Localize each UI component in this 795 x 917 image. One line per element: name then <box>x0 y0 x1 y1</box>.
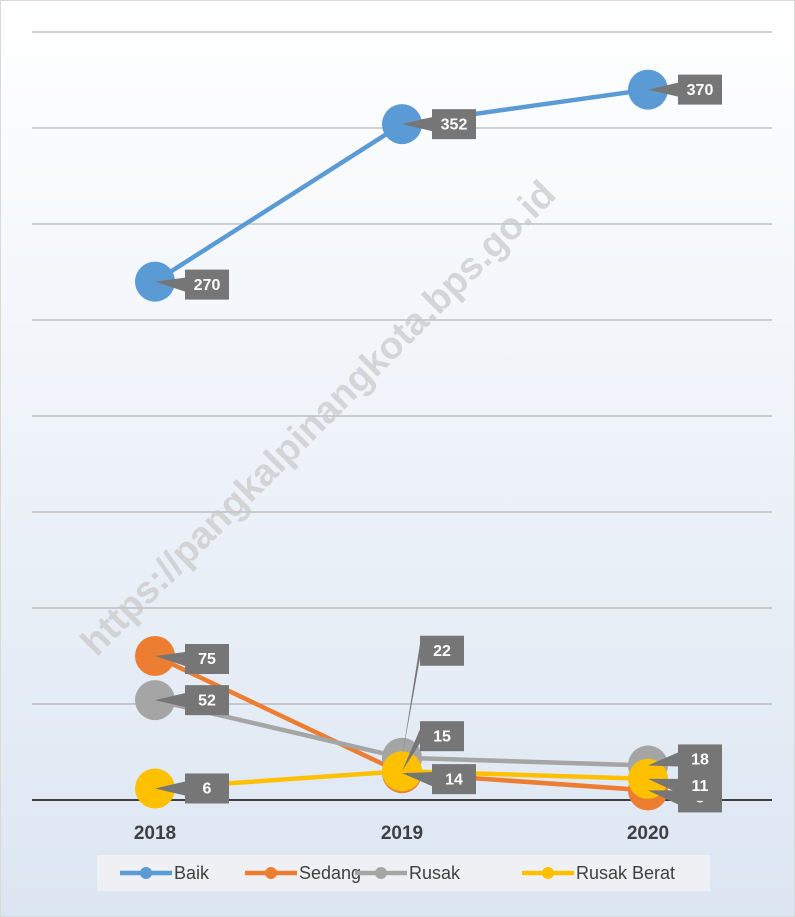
data-label: 11 <box>692 778 709 795</box>
data-label: 52 <box>198 692 216 709</box>
data-label: 352 <box>441 116 468 133</box>
label-pointer <box>155 781 185 796</box>
label-box <box>420 635 464 666</box>
label-box <box>185 773 229 804</box>
label-pointer <box>402 117 432 132</box>
legend-label: Sedang <box>299 863 361 883</box>
label-box <box>432 764 476 795</box>
label-pointer <box>402 772 432 787</box>
labels: 2703523707514552221861511 <box>155 74 722 813</box>
label-box <box>420 721 464 752</box>
data-label: 18 <box>691 752 709 769</box>
legend-marker <box>542 867 554 879</box>
label-box <box>678 770 722 801</box>
data-label: 22 <box>433 643 451 660</box>
legend-marker <box>375 867 387 879</box>
label-pointer <box>155 277 185 292</box>
label-pointer <box>402 729 420 772</box>
label-pointer <box>648 790 678 805</box>
data-label: 14 <box>445 771 463 788</box>
data-label: 370 <box>687 82 714 99</box>
x-tick-label: 2020 <box>627 823 669 844</box>
label-pointer <box>402 643 420 758</box>
data-label: 270 <box>194 277 221 294</box>
label-pointer <box>648 778 678 793</box>
label-box <box>432 109 476 140</box>
label-box <box>678 744 722 775</box>
legend-label: Rusak <box>409 863 461 883</box>
legend-label: Rusak Berat <box>576 863 675 883</box>
label-pointer <box>155 693 185 708</box>
x-tick-label: 2019 <box>381 823 423 844</box>
label-box <box>185 644 229 674</box>
label-box <box>678 74 722 105</box>
label-pointer <box>648 752 678 767</box>
legend-marker <box>140 867 152 879</box>
legend-marker <box>265 867 277 879</box>
data-label: 6 <box>203 781 212 798</box>
legend-label: Baik <box>174 863 210 883</box>
data-label: 15 <box>433 728 451 745</box>
label-box <box>185 685 229 716</box>
label-pointer <box>648 82 678 97</box>
x-tick-label: 2018 <box>134 823 176 844</box>
label-box <box>185 269 229 300</box>
data-label: 75 <box>198 651 216 668</box>
label-pointer <box>155 652 185 666</box>
